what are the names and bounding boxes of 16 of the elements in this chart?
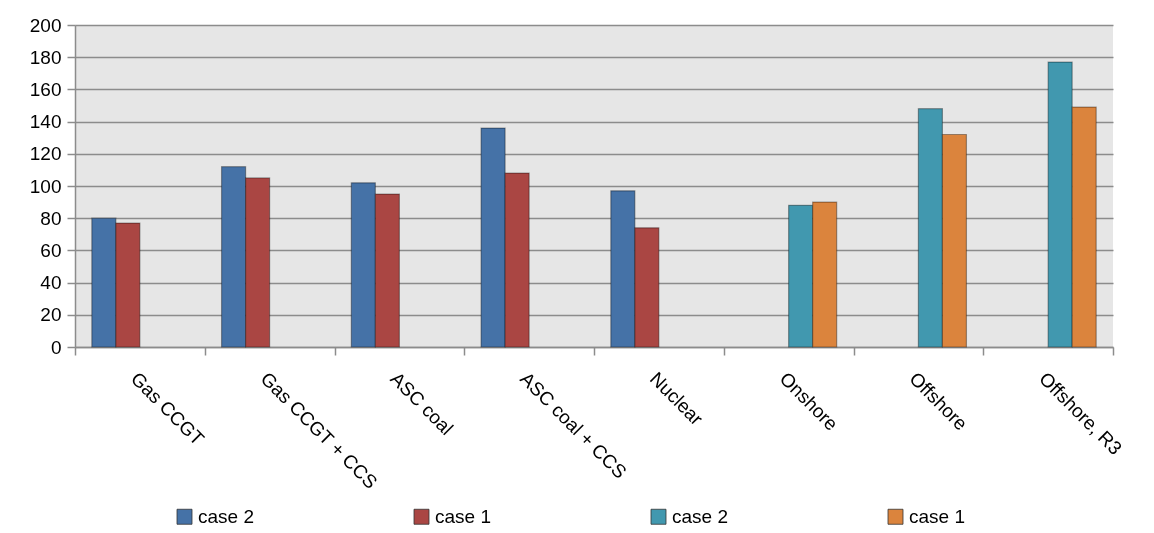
y-tick-label: 40 bbox=[40, 272, 62, 294]
y-tick-label: 200 bbox=[29, 14, 62, 36]
y-tick-label: 80 bbox=[40, 207, 62, 229]
y-tick-label: 60 bbox=[40, 239, 62, 261]
y-tick-label: 100 bbox=[29, 175, 62, 197]
legend-label: case 2 bbox=[672, 505, 728, 527]
y-tick-label: 0 bbox=[50, 336, 62, 358]
x-tick-label: ASC coal bbox=[386, 368, 458, 439]
y-tick-label: 140 bbox=[29, 111, 62, 133]
legend-label: case 1 bbox=[435, 505, 491, 527]
legend-label: case 2 bbox=[198, 505, 254, 527]
legend-label: case 1 bbox=[909, 505, 965, 527]
y-tick-label: 160 bbox=[29, 78, 62, 100]
y-tick-label: 120 bbox=[29, 143, 62, 165]
y-tick-label: 20 bbox=[40, 304, 62, 326]
y-tick-label: 180 bbox=[29, 46, 62, 68]
